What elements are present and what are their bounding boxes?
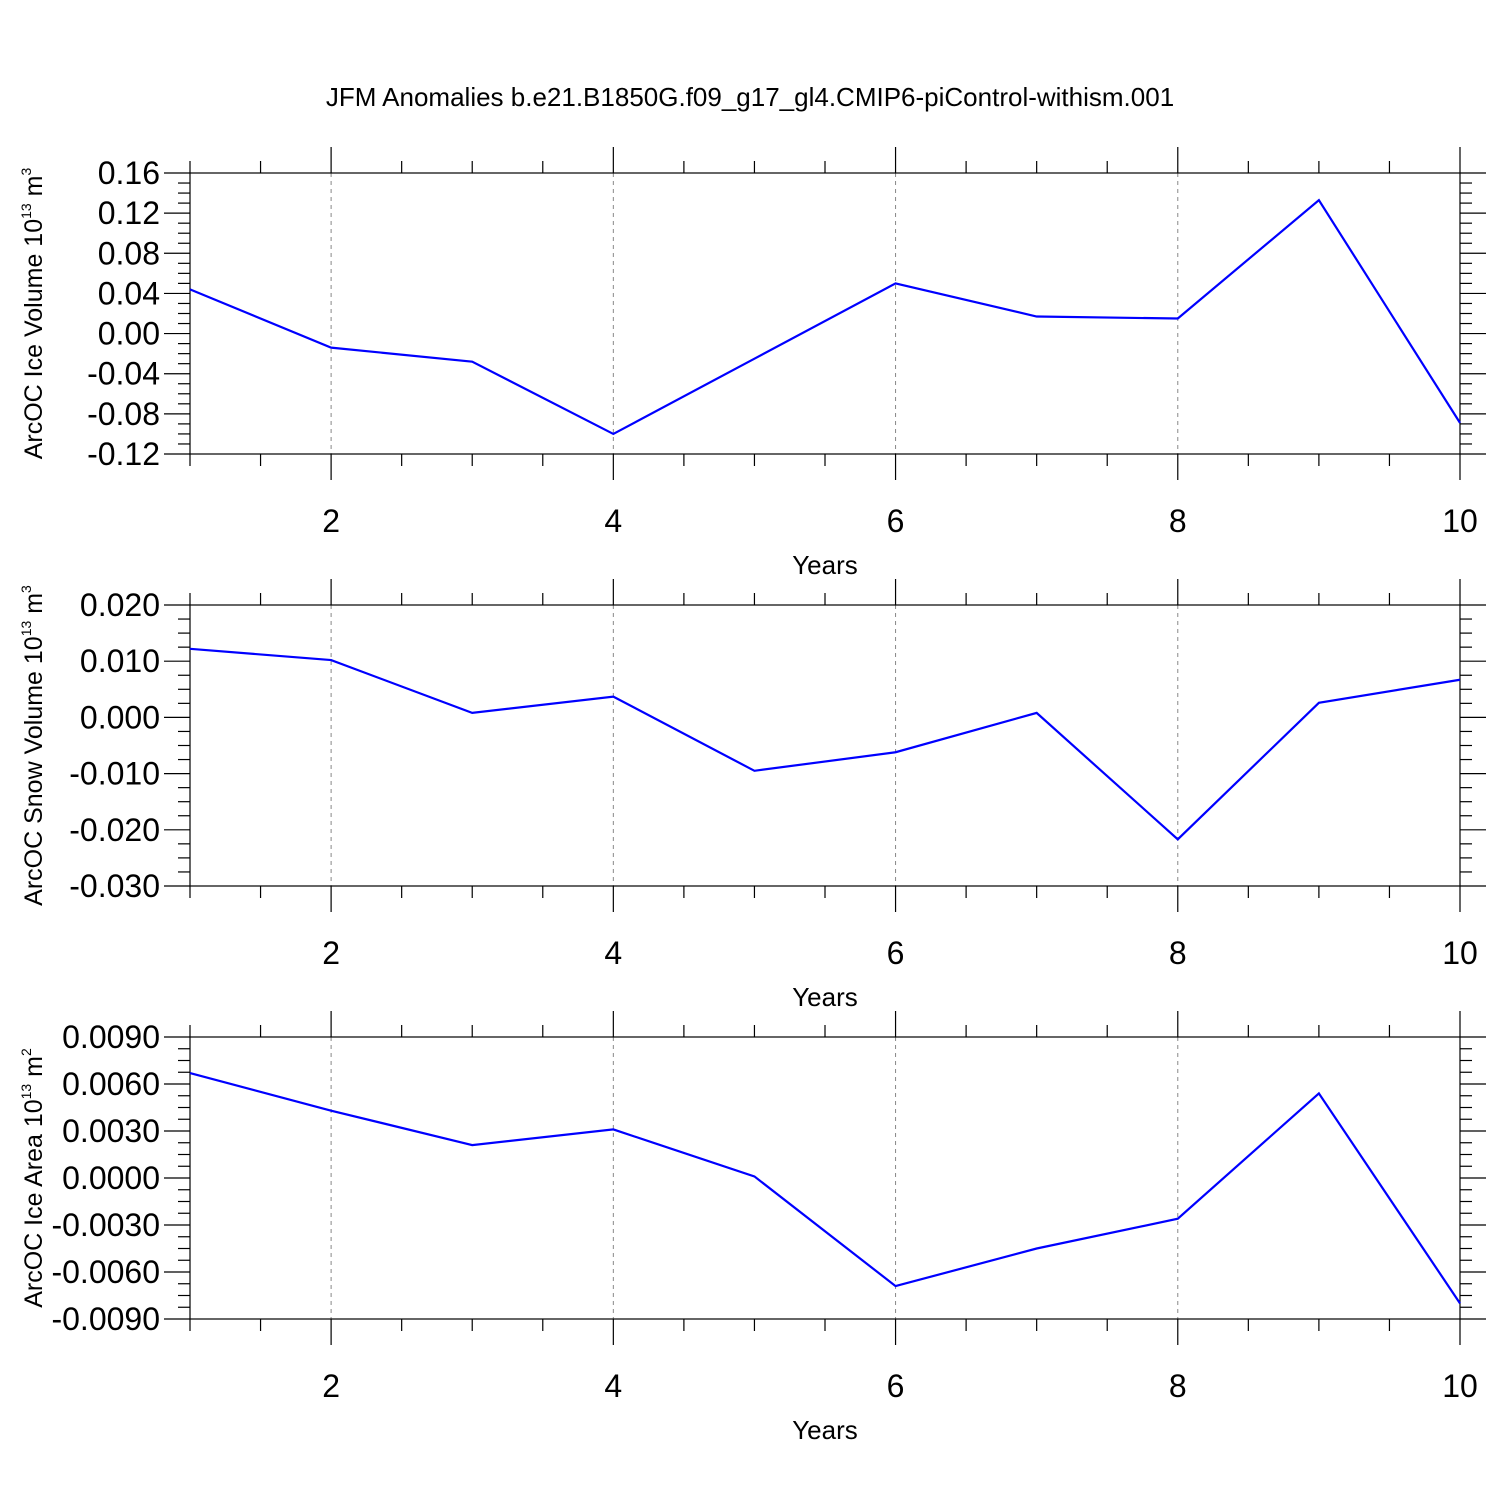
series-line (189, 1071, 1461, 1304)
figure-title: JFM Anomalies b.e21.B1850G.f09_g17_gl4.C… (326, 82, 1174, 112)
chart-panel-3: 2 4 6 8 10 Years -0.0090 -0.0060 -0.0030 0.0000 0.… (18, 1011, 1486, 1445)
y-axis-label: ArcOC Snow Volume 1013 m3 (18, 585, 48, 906)
y-axis-label: ArcOC Ice Area 1013 m2 (18, 1048, 48, 1308)
x-tick-label: 2 (322, 935, 340, 971)
panels: 2 4 6 8 10 Years -0.12 -0.08 -0.04 0.00 0.04 0.08 0.… (18, 147, 1486, 1445)
plot-frame (189, 604, 1461, 887)
x-tick-label: 8 (1169, 503, 1187, 539)
y-tick-label: -0.010 (69, 756, 160, 792)
x-tick-label: 6 (887, 503, 905, 539)
y-tick-label: -0.0090 (51, 1301, 160, 1337)
chart-panel-2: 2 4 6 8 10 Years -0.030 -0.020 -0.010 0.000 0.010 0… (18, 579, 1486, 1012)
x-tick-label: 10 (1442, 1368, 1478, 1404)
y-axis-label-group: ArcOC Snow Volume 1013 m3 (18, 585, 48, 906)
y-tick-label: -0.030 (69, 868, 160, 904)
y-tick-label: -0.0030 (51, 1207, 160, 1243)
x-tick-label: 4 (604, 935, 622, 971)
y-axis-label-group: ArcOC Ice Volume 1013 m3 (18, 168, 48, 460)
y-tick-label: 0.000 (80, 699, 160, 735)
y-tick-label: -0.12 (87, 436, 160, 472)
y-tick-label: 0.0030 (62, 1113, 160, 1149)
series-line (189, 647, 1461, 841)
y-tick-label: 0.12 (98, 195, 160, 231)
y-tick-label: 0.04 (98, 275, 160, 311)
y-axis-label-group: ArcOC Ice Area 1013 m2 (18, 1048, 48, 1308)
x-tick-label: 6 (887, 935, 905, 971)
y-tick-label: 0.020 (80, 587, 160, 623)
y-tick-label: 0.08 (98, 235, 160, 271)
x-axis-label: Years (792, 982, 858, 1012)
y-axis-label: ArcOC Ice Volume 1013 m3 (18, 168, 48, 460)
y-tick-label: 0.00 (98, 316, 160, 352)
x-axis-label: Years (792, 550, 858, 580)
x-axis-label: Years (792, 1415, 858, 1445)
x-tick-label: 4 (604, 1368, 622, 1404)
plot-frame (189, 172, 1461, 455)
y-tick-label: -0.08 (87, 396, 160, 432)
x-tick-label: 2 (322, 1368, 340, 1404)
plot-frame (189, 1036, 1461, 1320)
x-tick-label: 4 (604, 503, 622, 539)
y-tick-label: 0.0000 (62, 1160, 160, 1196)
x-tick-label: 10 (1442, 503, 1478, 539)
y-tick-label: 0.0090 (62, 1019, 160, 1055)
y-tick-label: -0.04 (87, 356, 160, 392)
y-tick-label: 0.0060 (62, 1066, 160, 1102)
y-tick-label: 0.16 (98, 155, 160, 191)
x-tick-label: 8 (1169, 935, 1187, 971)
x-tick-label: 2 (322, 503, 340, 539)
x-tick-label: 10 (1442, 935, 1478, 971)
chart-panel-1: 2 4 6 8 10 Years -0.12 -0.08 -0.04 0.00 0.04 0.08 0.… (18, 147, 1486, 580)
y-tick-label: -0.020 (69, 812, 160, 848)
x-tick-label: 8 (1169, 1368, 1187, 1404)
y-tick-label: -0.0060 (51, 1254, 160, 1290)
series-line (189, 198, 1461, 436)
x-tick-label: 6 (887, 1368, 905, 1404)
y-tick-label: 0.010 (80, 643, 160, 679)
